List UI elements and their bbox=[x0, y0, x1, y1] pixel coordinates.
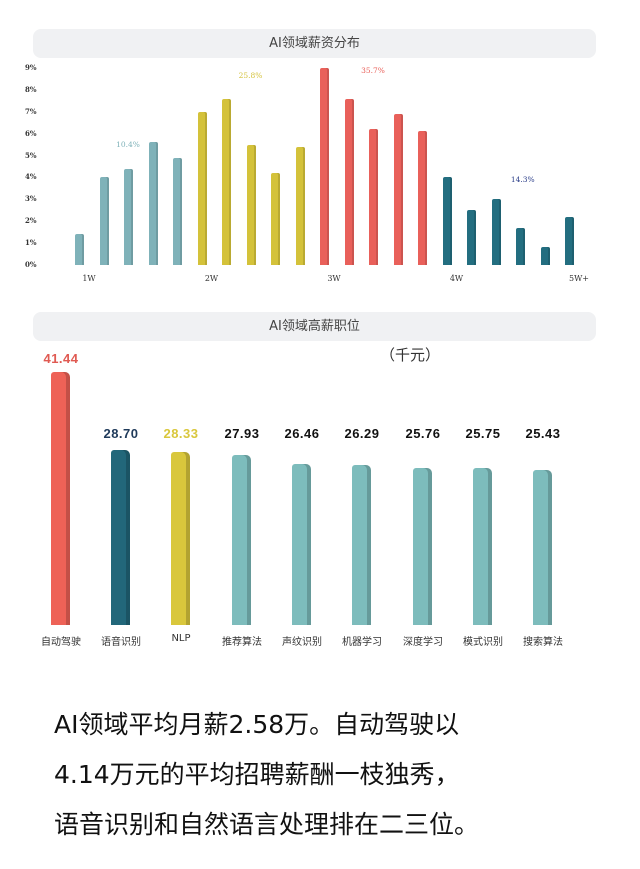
job-salary-bar bbox=[533, 469, 552, 625]
salary-distribution-title: AI领域薪资分布 bbox=[33, 29, 596, 58]
job-salary-bar bbox=[473, 467, 492, 625]
job-category-label: NLP bbox=[171, 633, 191, 644]
job-salary-bar bbox=[111, 449, 130, 625]
job-salary-bar bbox=[51, 372, 70, 625]
group-percentage-label: 10.4% bbox=[116, 140, 140, 149]
job-salary-bar bbox=[292, 463, 311, 625]
job-category-label: 模式识别 bbox=[463, 637, 503, 648]
job-salary-value: 27.93 bbox=[224, 426, 260, 441]
y-tick-label: 7% bbox=[25, 106, 37, 116]
high-salary-jobs-title: AI领域高薪职位 bbox=[33, 312, 596, 341]
caption-line-1: AI领域平均月薪2.58万。自动驾驶以 bbox=[54, 710, 460, 739]
salary-bar bbox=[344, 98, 354, 265]
salary-bar bbox=[442, 177, 452, 265]
salary-bar bbox=[467, 210, 476, 265]
salary-bar bbox=[197, 111, 207, 265]
group-percentage-label: 25.8% bbox=[238, 71, 263, 80]
salary-bar bbox=[99, 177, 109, 265]
salary-bar bbox=[369, 129, 378, 265]
salary-bar bbox=[516, 227, 525, 265]
salary-bar bbox=[271, 173, 280, 265]
job-salary-bar bbox=[413, 467, 432, 625]
job-category-label: 推荐算法 bbox=[222, 637, 262, 648]
job-salary-value: 25.76 bbox=[405, 426, 441, 441]
y-tick-label: 5% bbox=[25, 150, 37, 160]
job-salary-value: 28.70 bbox=[103, 426, 139, 441]
y-tick-label: 4% bbox=[25, 172, 37, 182]
y-tick-label: 8% bbox=[25, 84, 37, 94]
job-category-label: 搜索算法 bbox=[523, 637, 563, 648]
x-tick-label: 3W bbox=[327, 274, 341, 283]
x-tick-label: 5W+ bbox=[568, 274, 590, 283]
salary-bar bbox=[320, 67, 329, 265]
group-percentage-label: 35.7% bbox=[361, 66, 385, 75]
salary-bar bbox=[491, 199, 501, 265]
job-salary-value: 25.43 bbox=[525, 426, 561, 441]
job-salary-bar bbox=[232, 454, 251, 625]
job-salary-value: 28.33 bbox=[163, 426, 199, 441]
salary-bar bbox=[173, 157, 182, 265]
caption-line-2: 4.14万元的平均招聘薪酬一枝独秀， bbox=[54, 760, 460, 789]
y-tick-label: 9% bbox=[25, 62, 37, 72]
salary-bar bbox=[540, 247, 550, 265]
salary-bar bbox=[295, 146, 305, 265]
salary-distribution-chart: 0% 1% 2% 3% 4% 5% 6% 7% 8% 9% 10.4% 25.8% 35.7% 14.3%… bbox=[0, 0, 640, 300]
y-tick-label: 6% bbox=[25, 128, 37, 138]
salary-bar bbox=[565, 216, 574, 265]
y-tick-label: 1% bbox=[25, 238, 37, 248]
salary-bar bbox=[222, 98, 231, 265]
y-tick-label: 0% bbox=[25, 260, 37, 269]
job-salary-value: 26.46 bbox=[284, 426, 320, 441]
salary-bar bbox=[124, 168, 133, 265]
job-salary-value: 25.75 bbox=[465, 426, 501, 441]
job-category-label: 机器学习 bbox=[342, 637, 382, 648]
caption-text: AI领域平均月薪2.58万。自动驾驶以 4.14万元的平均招聘薪酬一枝独秀， 语… bbox=[54, 700, 614, 850]
caption-line-3: 语音识别和自然语言处理排在二三位。 bbox=[54, 810, 480, 839]
job-category-label: 自动驾驶 bbox=[41, 637, 81, 648]
salary-bar bbox=[246, 144, 256, 265]
job-salary-bar bbox=[171, 452, 190, 625]
job-category-label: 声纹识别 bbox=[282, 637, 322, 648]
group-percentage-label: 14.3% bbox=[510, 175, 535, 184]
job-salary-bar bbox=[352, 464, 371, 625]
y-tick-label: 3% bbox=[25, 194, 37, 204]
x-tick-label: 1W bbox=[82, 274, 96, 283]
salary-bar bbox=[393, 113, 403, 265]
salary-bar bbox=[418, 131, 427, 265]
job-salary-value: 41.44 bbox=[43, 351, 79, 366]
salary-bar bbox=[75, 234, 84, 265]
x-tick-label: 4W bbox=[449, 274, 464, 283]
y-tick-label: 2% bbox=[25, 216, 37, 226]
job-category-label: 深度学习 bbox=[403, 637, 443, 648]
x-tick-label: 2W bbox=[204, 274, 219, 283]
salary-bar bbox=[148, 142, 158, 265]
job-category-label: 语音识别 bbox=[101, 637, 141, 648]
unit-label: （千元） bbox=[380, 346, 441, 364]
job-salary-value: 26.29 bbox=[344, 426, 380, 441]
